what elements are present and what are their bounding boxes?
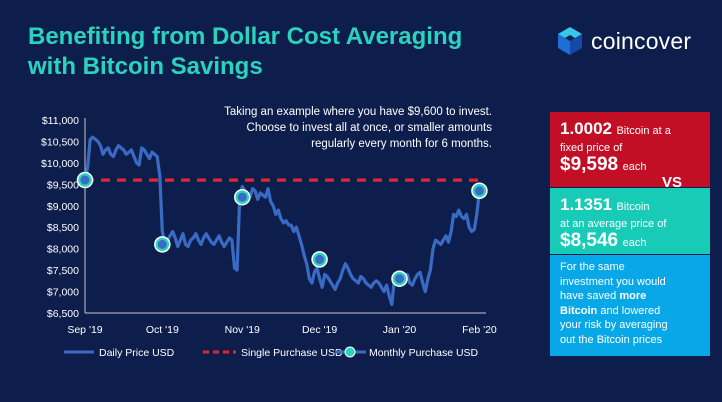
y-tick-label: $8,000: [47, 244, 79, 256]
average-text-1: Bitcoin: [616, 201, 650, 213]
note-line-1: Taking an example where you have $9,600 …: [224, 106, 492, 118]
average-purchase-panel: 1.1351 Bitcoin at an average price of $8…: [550, 188, 710, 254]
y-tick-label: $7,500: [47, 265, 79, 277]
average-suffix: each: [622, 237, 647, 249]
monthly-purchase-point-center: [237, 192, 247, 202]
single-amount: 1.0002: [560, 119, 612, 138]
legend-label-single: Single Purchase USD: [241, 347, 343, 359]
monthly-purchase-point-center: [315, 254, 325, 264]
summary-line-4: Bitcoin and lowered: [560, 304, 702, 319]
average-amount: 1.1351: [560, 195, 612, 214]
summary-line-2: investment you would: [560, 275, 666, 288]
x-tick-label: Nov '19: [225, 324, 260, 336]
daily-price-line: [83, 135, 481, 306]
monthly-purchase-point-center: [474, 186, 484, 196]
hexagon-cube-icon: [558, 27, 582, 55]
single-purchase-panel: 1.0002 Bitcoin at a fixed price of $9,59…: [550, 112, 710, 187]
x-tick-label: Feb '20: [462, 324, 497, 336]
summary-line-4b: and lowered: [600, 304, 661, 317]
summary-emphasis-bitcoin: Bitcoin: [560, 304, 598, 317]
title-line-1: Benefiting from Dollar Cost Averaging: [28, 23, 463, 50]
monthly-purchase-point-center: [157, 239, 167, 249]
x-tick-label: Sep '19: [67, 324, 102, 336]
example-note: Taking an example where you have $9,600 …: [190, 104, 492, 152]
monthly-purchase-point-center: [80, 175, 90, 185]
title-line-2: with Bitcoin Savings: [28, 53, 263, 80]
x-tick-label: Dec '19: [302, 324, 337, 336]
summary-panel: For the same investment you would have s…: [550, 255, 710, 356]
legend-label-monthly: Monthly Purchase USD: [369, 347, 479, 359]
summary-line-6: out the Bitcoin prices: [560, 333, 663, 346]
summary-line-3a: have saved: [560, 290, 617, 302]
note-line-2: Choose to invest all at once, or smaller…: [246, 122, 492, 134]
logo-text: coincover: [591, 27, 692, 54]
chart-title: Benefiting from Dollar Cost Averaging wi…: [28, 22, 462, 82]
y-tick-label: $10,500: [41, 136, 79, 148]
legend: Daily Price USD Single Purchase USD Monthl…: [64, 346, 479, 359]
single-text-2: fixed price of: [560, 142, 623, 154]
summary-line-5: your risk by averaging: [560, 319, 668, 331]
summary-line-1: For the same: [560, 261, 625, 273]
summary-line-3: have saved more: [560, 289, 702, 304]
monthly-purchase-point-center: [395, 274, 405, 284]
y-tick-label: $7,000: [47, 287, 79, 299]
single-text-1: Bitcoin at a: [616, 125, 671, 137]
y-tick-label: $11,000: [42, 115, 79, 127]
coincover-logo: coincover: [557, 24, 691, 58]
y-axis-labels: $6,500 $7,000 $7,500 $8,000 $8,500 $9,000 $9,5…: [41, 115, 79, 320]
average-text-2: at an average price of: [560, 218, 667, 230]
average-price: $8,546: [560, 230, 619, 251]
summary-emphasis-more: more: [619, 290, 647, 302]
series-layer: [76, 135, 488, 306]
x-tick-label: Jan '20: [383, 324, 417, 336]
y-tick-label: $6,500: [47, 308, 79, 320]
note-line-3: regularly every month for 6 months.: [311, 138, 492, 150]
x-tick-label: Oct '19: [146, 324, 179, 336]
y-tick-label: $8,500: [47, 222, 79, 234]
y-tick-label: $9,500: [47, 179, 79, 191]
legend-swatch-monthly-marker: [344, 346, 356, 358]
single-price: $9,598: [560, 154, 619, 175]
y-tick-label: $9,000: [47, 201, 79, 213]
y-tick-label: $10,000: [41, 158, 79, 170]
vs-label: VS: [662, 174, 683, 191]
legend-label-daily: Daily Price USD: [99, 347, 175, 359]
x-axis-labels: Sep '19 Oct '19 Nov '19 Dec '19 Jan '20 Feb '…: [67, 324, 497, 336]
single-suffix: each: [622, 161, 647, 173]
